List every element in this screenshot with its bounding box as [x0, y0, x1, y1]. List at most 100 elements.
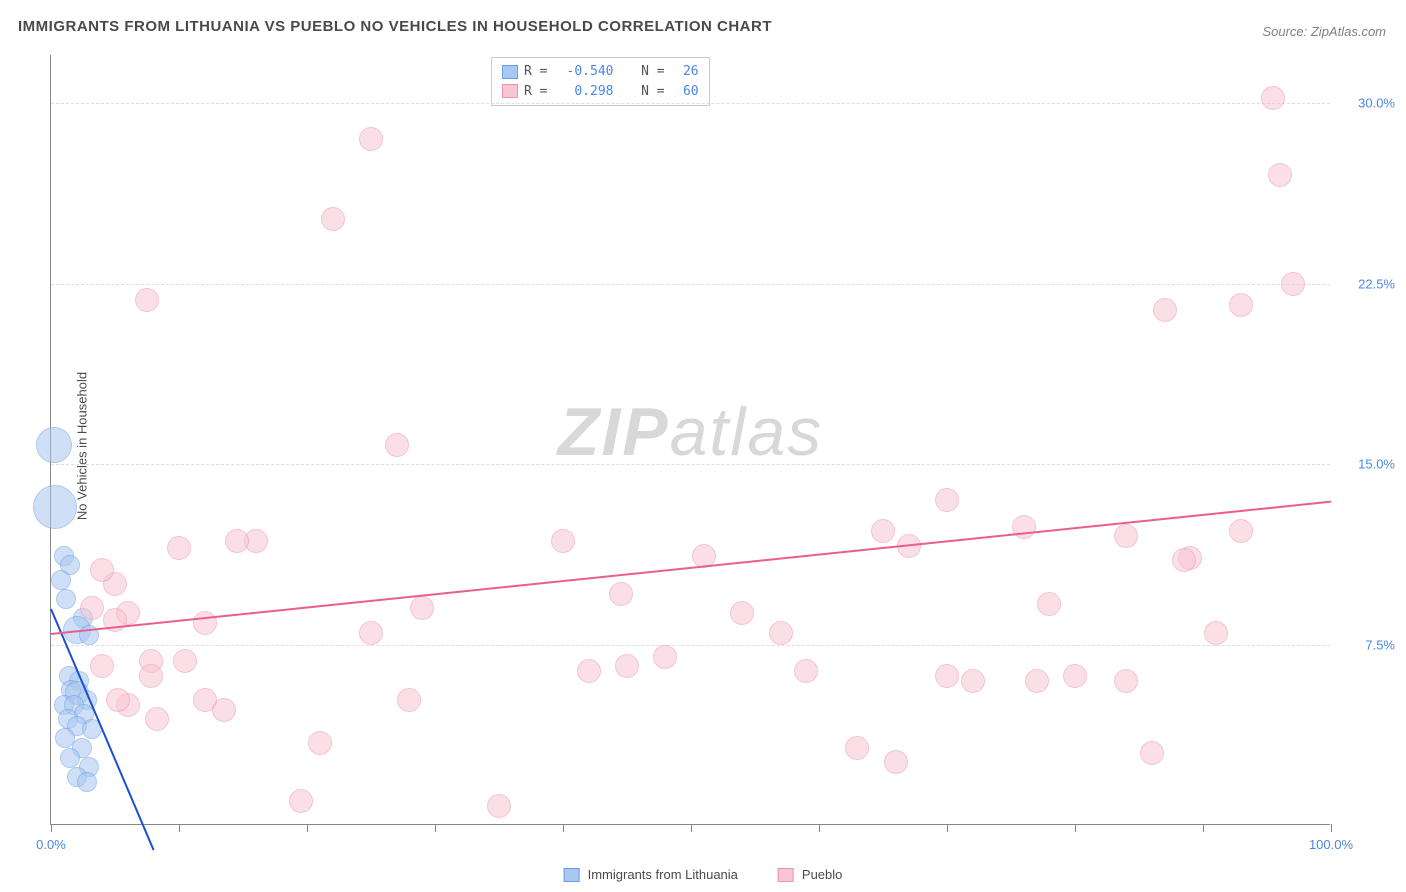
data-point: [935, 664, 959, 688]
correlation-legend: R =-0.540 N =26R =0.298 N =60: [491, 57, 710, 106]
legend-label: Pueblo: [802, 867, 842, 882]
data-point: [60, 748, 80, 768]
y-tick-label: 30.0%: [1358, 96, 1395, 111]
x-tick: [307, 824, 308, 832]
data-point: [1268, 163, 1292, 187]
y-tick-label: 7.5%: [1365, 637, 1395, 652]
x-tick: [179, 824, 180, 832]
data-point: [1037, 592, 1061, 616]
x-tick-label: 0.0%: [36, 837, 66, 852]
data-point: [1153, 298, 1177, 322]
data-point: [289, 789, 313, 813]
legend-r-value: 0.298: [553, 82, 613, 102]
data-point: [1229, 519, 1253, 543]
data-point: [139, 664, 163, 688]
legend-swatch: [502, 65, 518, 79]
data-point: [961, 669, 985, 693]
data-point: [1261, 86, 1285, 110]
data-point: [871, 519, 895, 543]
legend-item: Immigrants from Lithuania: [564, 867, 738, 882]
x-tick: [51, 824, 52, 832]
legend-swatch: [778, 868, 794, 882]
data-point: [173, 649, 197, 673]
gridline: [51, 464, 1330, 465]
legend-swatch: [502, 84, 518, 98]
data-point: [80, 596, 104, 620]
data-point: [225, 529, 249, 553]
watermark-rest: atlas: [670, 394, 824, 470]
x-tick: [819, 824, 820, 832]
data-point: [730, 601, 754, 625]
legend-row: R =0.298 N =60: [502, 82, 699, 102]
legend-r-label: R =: [524, 62, 547, 82]
x-tick-label: 100.0%: [1309, 837, 1353, 852]
data-point: [551, 529, 575, 553]
watermark: ZIPatlas: [558, 393, 823, 471]
gridline: [51, 645, 1330, 646]
watermark-bold: ZIP: [558, 394, 670, 470]
data-point: [884, 750, 908, 774]
data-point: [410, 596, 434, 620]
legend-r-value: -0.540: [553, 62, 613, 82]
data-point: [1204, 621, 1228, 645]
data-point: [51, 570, 71, 590]
data-point: [359, 621, 383, 645]
data-point: [1281, 272, 1305, 296]
legend-label: Immigrants from Lithuania: [588, 867, 738, 882]
data-point: [77, 772, 97, 792]
data-point: [193, 688, 217, 712]
data-point: [106, 688, 130, 712]
data-point: [135, 288, 159, 312]
legend-swatch: [564, 868, 580, 882]
source-attribution: Source: ZipAtlas.com: [1262, 24, 1386, 39]
gridline: [51, 284, 1330, 285]
data-point: [1114, 669, 1138, 693]
data-point: [90, 558, 114, 582]
x-tick: [435, 824, 436, 832]
data-point: [609, 582, 633, 606]
y-tick-label: 22.5%: [1358, 276, 1395, 291]
legend-n-label: N =: [641, 82, 664, 102]
data-point: [653, 645, 677, 669]
data-point: [193, 611, 217, 635]
data-point: [935, 488, 959, 512]
data-point: [145, 707, 169, 731]
data-point: [1114, 524, 1138, 548]
x-tick: [1331, 824, 1332, 832]
gridline: [51, 103, 1330, 104]
x-tick: [691, 824, 692, 832]
legend-r-label: R =: [524, 82, 547, 102]
data-point: [615, 654, 639, 678]
data-point: [167, 536, 191, 560]
data-point: [1063, 664, 1087, 688]
data-point: [1172, 548, 1196, 572]
data-point: [56, 589, 76, 609]
data-point: [33, 485, 77, 529]
data-point: [794, 659, 818, 683]
x-tick: [563, 824, 564, 832]
chart-title: IMMIGRANTS FROM LITHUANIA VS PUEBLO NO V…: [18, 18, 772, 35]
data-point: [359, 127, 383, 151]
series-legend: Immigrants from Lithuania Pueblo: [564, 867, 843, 882]
data-point: [1229, 293, 1253, 317]
data-point: [90, 654, 114, 678]
x-tick: [1075, 824, 1076, 832]
y-tick-label: 15.0%: [1358, 457, 1395, 472]
data-point: [385, 433, 409, 457]
legend-item: Pueblo: [778, 867, 842, 882]
data-point: [769, 621, 793, 645]
plot-area: ZIPatlas R =-0.540 N =26R =0.298 N =60 7…: [50, 55, 1330, 825]
x-tick: [947, 824, 948, 832]
data-point: [308, 731, 332, 755]
data-point: [1025, 669, 1049, 693]
data-point: [577, 659, 601, 683]
x-tick: [1203, 824, 1204, 832]
data-point: [397, 688, 421, 712]
legend-n-value: 26: [671, 62, 699, 82]
data-point: [845, 736, 869, 760]
data-point: [36, 427, 72, 463]
legend-row: R = -0.540 N = 26: [502, 62, 699, 82]
trend-line: [51, 500, 1331, 634]
data-point: [1140, 741, 1164, 765]
legend-n-label: N =: [641, 62, 664, 82]
